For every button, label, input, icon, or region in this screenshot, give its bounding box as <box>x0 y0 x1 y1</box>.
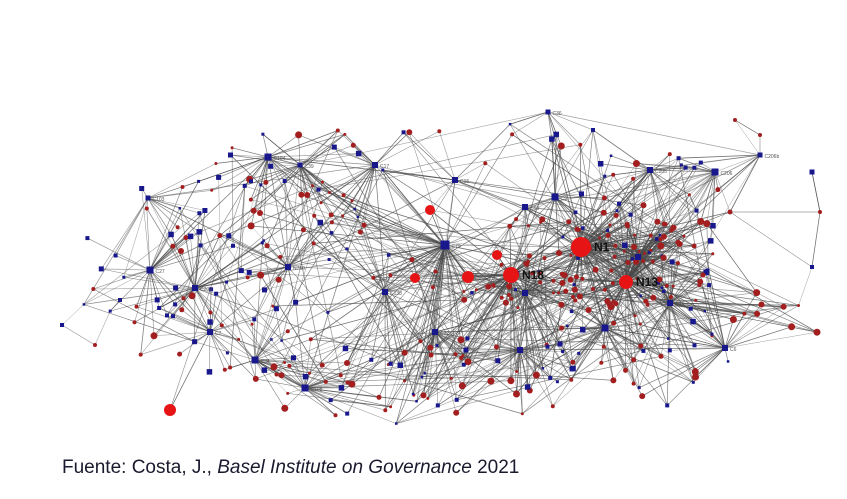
svg-text:C57: C57 <box>643 256 652 262</box>
svg-text:C39: C39 <box>305 164 314 170</box>
svg-text:C10: C10 <box>530 206 539 212</box>
svg-text:C7: C7 <box>215 331 222 337</box>
svg-text:C205: C205 <box>655 169 667 175</box>
svg-text:N1: N1 <box>594 240 610 254</box>
svg-text:C61: C61 <box>530 292 539 298</box>
svg-text:C45: C45 <box>525 349 534 355</box>
svg-text:C32: C32 <box>440 331 449 337</box>
svg-text:C64: C64 <box>611 327 620 333</box>
svg-text:C206: C206 <box>721 171 733 177</box>
svg-text:C6: C6 <box>730 347 737 353</box>
svg-text:C9: C9 <box>561 196 568 202</box>
svg-text:C17: C17 <box>380 164 389 170</box>
svg-text:C104: C104 <box>274 156 286 162</box>
svg-text:C138: C138 <box>390 291 402 297</box>
svg-text:C34: C34 <box>261 359 270 365</box>
svg-text:C15: C15 <box>460 179 469 185</box>
svg-text:C103: C103 <box>153 197 165 203</box>
svg-text:C27: C27 <box>156 269 165 275</box>
svg-text:C23: C23 <box>675 302 684 308</box>
svg-text:N750: N750 <box>293 266 305 272</box>
svg-text:C209: C209 <box>200 287 212 293</box>
svg-text:C206b: C206b <box>765 154 780 160</box>
svg-text:C79: C79 <box>452 244 461 250</box>
svg-text:N13: N13 <box>636 275 658 289</box>
svg-text:C108: C108 <box>311 387 323 393</box>
svg-text:N18: N18 <box>522 268 544 282</box>
svg-text:C36: C36 <box>553 111 562 117</box>
